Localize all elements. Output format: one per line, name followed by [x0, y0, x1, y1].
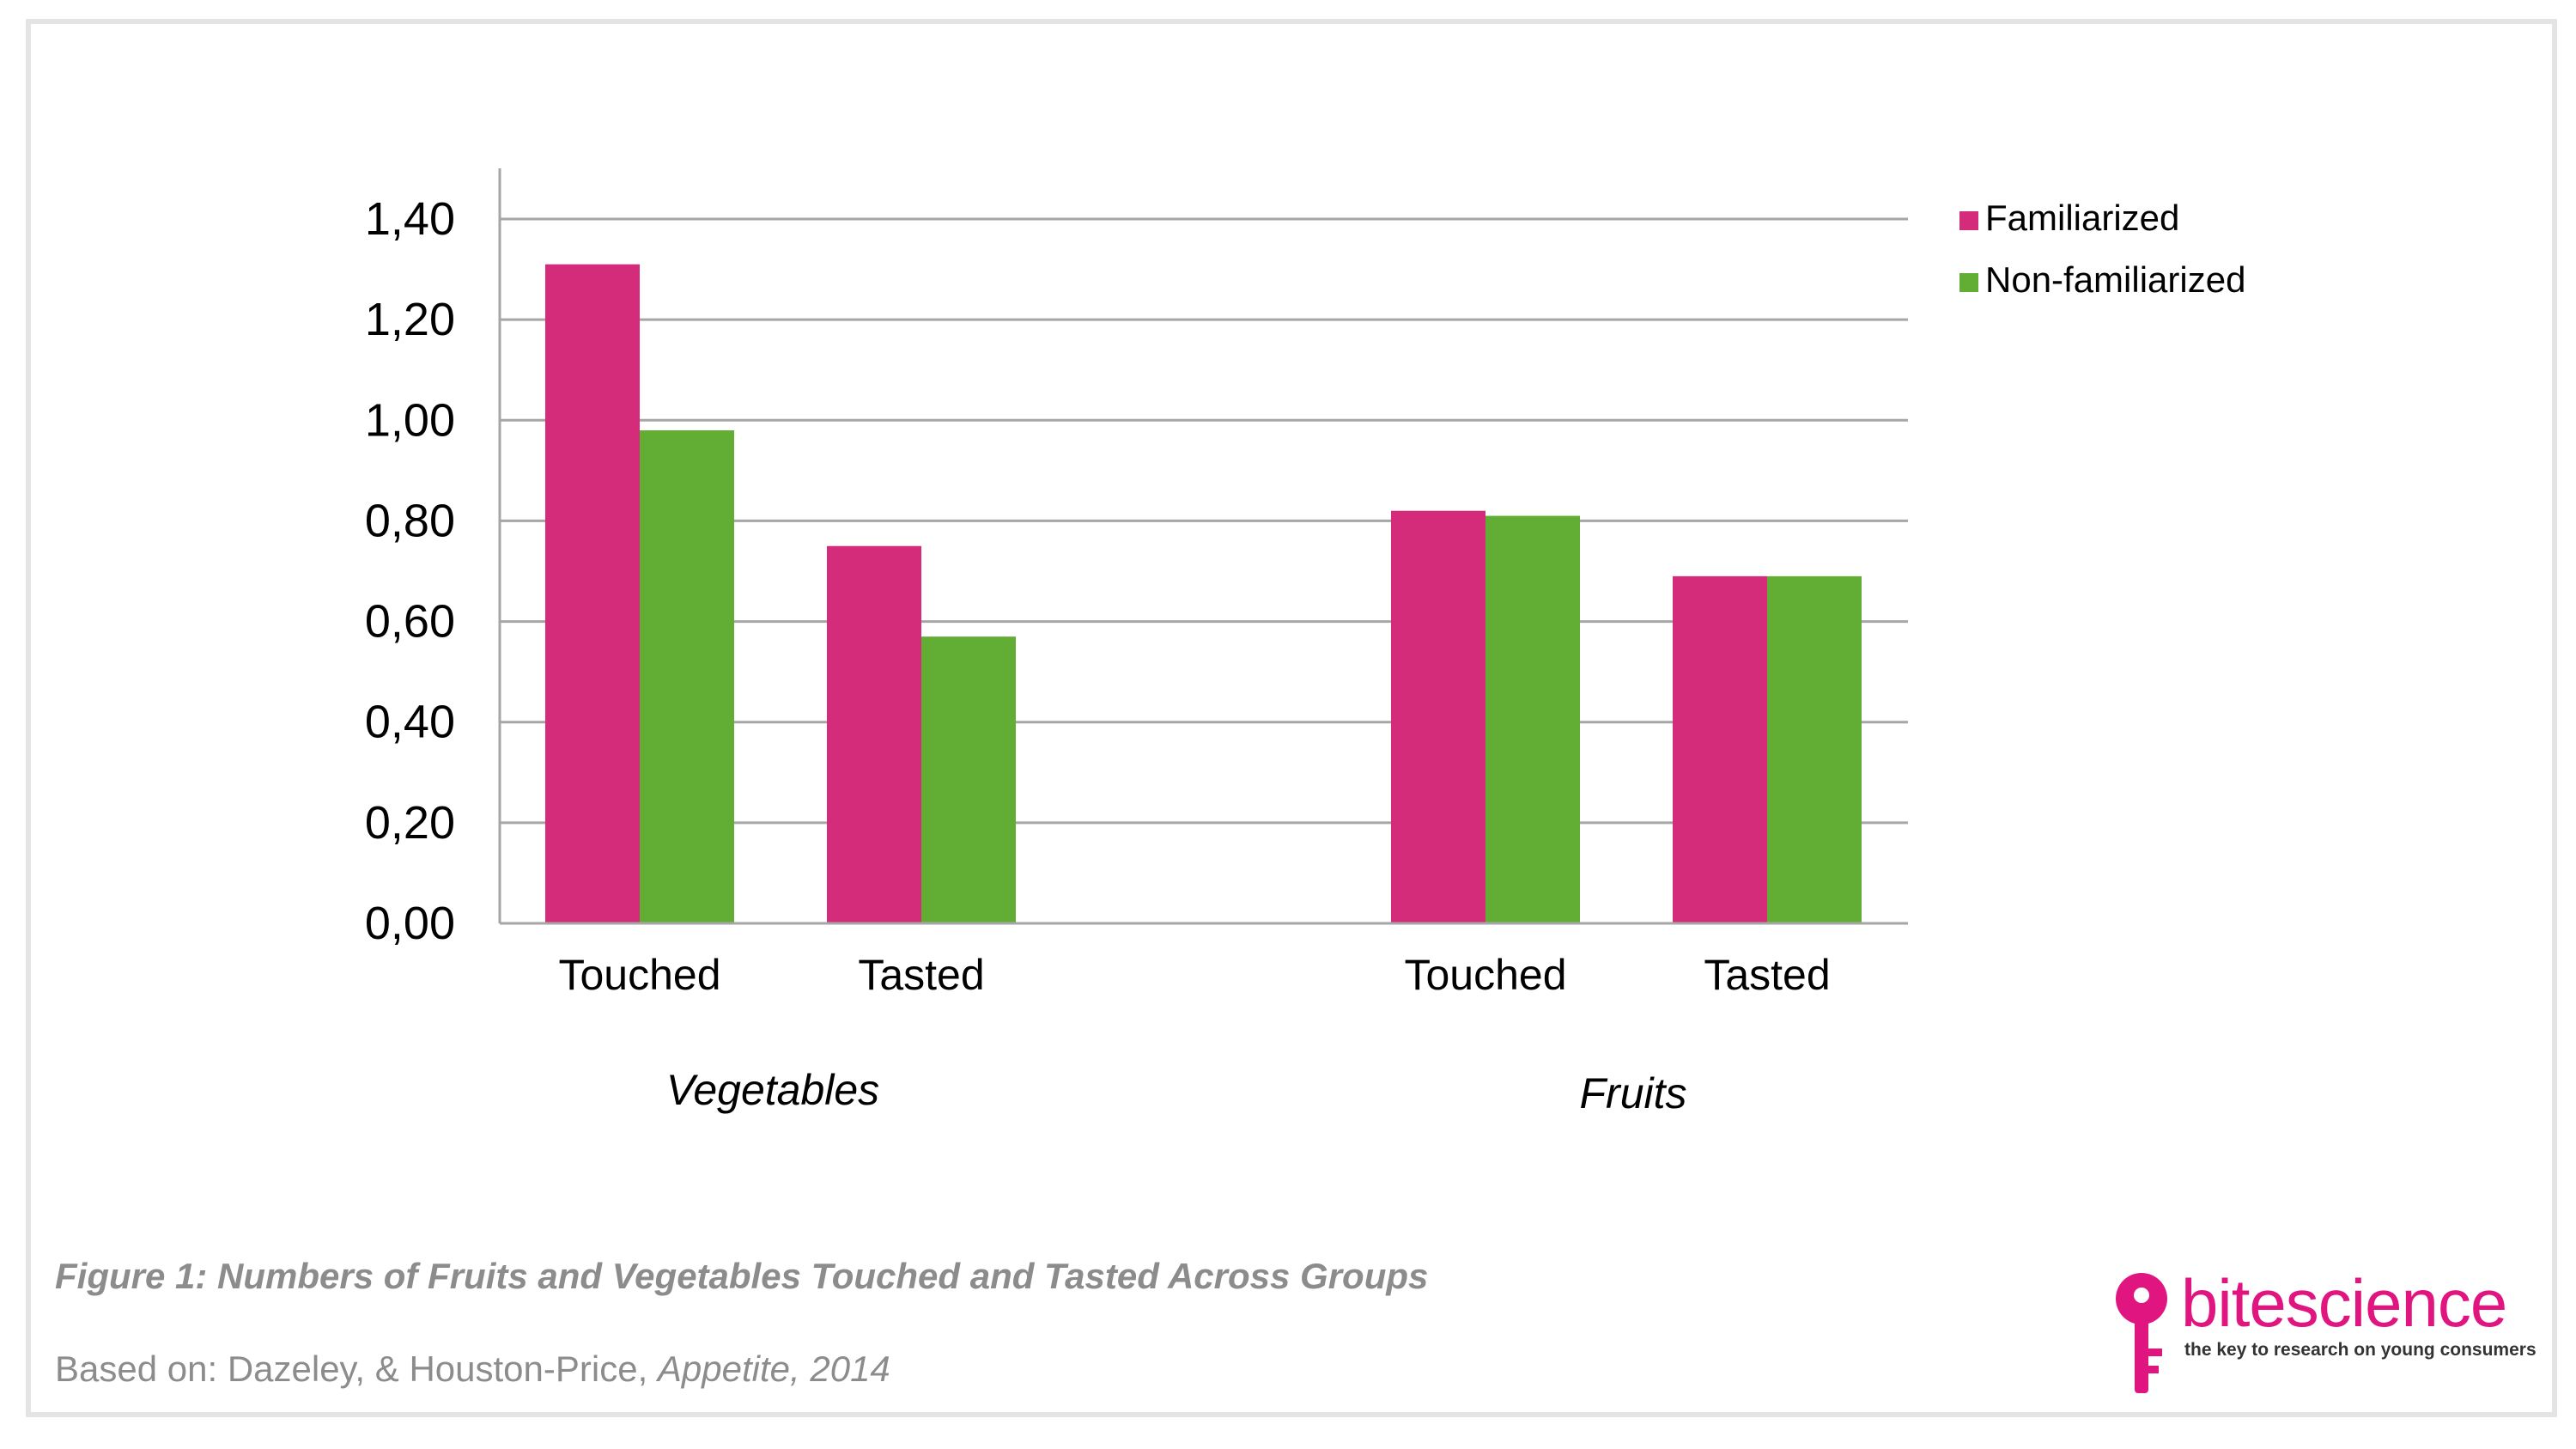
legend-swatch — [1959, 273, 1978, 292]
y-tick-label: 1,00 — [365, 394, 455, 446]
legend-swatch — [1959, 211, 1978, 230]
bar-non-familiarized — [1485, 515, 1580, 923]
y-tick-label: 1,20 — [365, 294, 455, 345]
axis-labels: 0,00 0,20 0,40 0,60 0,80 1,00 1,20 1,40 Touched T… — [365, 193, 1831, 1117]
bar-familiarized — [1673, 575, 1767, 923]
y-tick-label: 0,60 — [365, 596, 455, 648]
y-tick-label: 1,40 — [365, 193, 455, 245]
legend-label: Non-familiarized — [1985, 259, 2245, 300]
bitescience-logo: bitescience the key to research on young… — [2111, 1265, 2537, 1398]
axes — [498, 168, 1908, 925]
bar-non-familiarized — [921, 636, 1016, 923]
bar-familiarized — [827, 545, 921, 923]
bars — [545, 264, 1862, 923]
legend: Familiarized Non-familiarized — [1959, 198, 2245, 300]
logo-word-bite: bite — [2181, 1265, 2287, 1341]
x-category-label: Tasted — [1704, 951, 1830, 999]
bar-non-familiarized — [1767, 575, 1862, 923]
x-category-label: Touched — [1404, 951, 1566, 999]
figure-caption: Figure 1: Numbers of Fruits and Vegetabl… — [55, 1256, 1429, 1296]
logo-wordmark: bitescience — [2181, 1264, 2507, 1342]
x-category-label: Tasted — [858, 951, 984, 999]
bar-familiarized — [1391, 510, 1485, 923]
key-icon — [2116, 1273, 2167, 1393]
legend-label: Familiarized — [1985, 198, 2179, 238]
group-label: Fruits — [1580, 1069, 1687, 1117]
logo-tagline: the key to research on young consumers — [2184, 1340, 2537, 1360]
y-tick-label: 0,80 — [365, 495, 455, 546]
logo-word-science: science — [2285, 1265, 2507, 1341]
group-label: Vegetables — [666, 1066, 879, 1114]
bar-familiarized — [545, 264, 640, 923]
source-citation: Based on: Dazeley, & Houston-Price, Appe… — [55, 1349, 890, 1390]
bar-non-familiarized — [640, 430, 734, 923]
x-category-label: Touched — [558, 951, 720, 999]
y-tick-label: 0,20 — [365, 797, 455, 849]
y-tick-label: 0,00 — [365, 898, 455, 949]
y-tick-label: 0,40 — [365, 697, 455, 748]
source-prefix: Based on: Dazeley, & Houston-Price, — [55, 1349, 658, 1389]
source-journal: Appetite, 2014 — [657, 1349, 890, 1389]
figure-frame — [26, 19, 2557, 1417]
